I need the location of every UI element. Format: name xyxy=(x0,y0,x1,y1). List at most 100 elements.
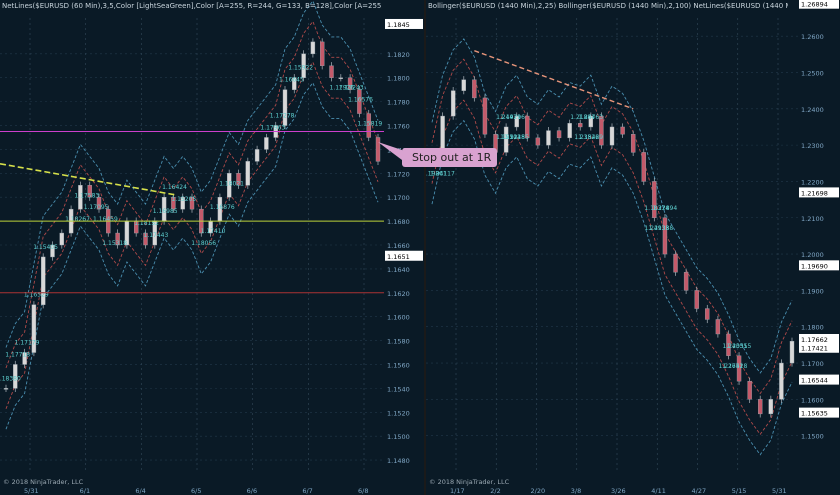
candle-body xyxy=(450,90,456,117)
candle-body xyxy=(461,79,466,91)
price-label: 1.19296 xyxy=(500,114,525,121)
price-label: 1.17095 xyxy=(84,204,109,211)
right-chart-svg[interactable]: 1.2600 1.2500 1.2400 1.2300 1.2200 1.2100 1.20… xyxy=(426,0,840,495)
price-box xyxy=(799,187,839,198)
candle-body xyxy=(226,173,232,198)
price-label: 1.18021 xyxy=(219,180,244,187)
left-chart-svg[interactable]: 1.18201.18001.17801.17601.17401.17201.17… xyxy=(0,0,424,495)
candle-body xyxy=(620,126,625,135)
x-tick-label: 5/15 xyxy=(732,487,747,495)
x-tick-label: 3/26 xyxy=(611,487,626,495)
price-label: 1.18056 xyxy=(191,240,216,247)
candle-body xyxy=(736,355,742,382)
price-label: 1.17963 xyxy=(260,124,285,131)
candle-body xyxy=(747,381,752,400)
candle-body xyxy=(236,173,241,186)
y-tick-label: 1.1480 xyxy=(387,457,410,465)
price-label: 1.19861 xyxy=(426,170,447,177)
candle-body xyxy=(758,399,763,415)
candle-body xyxy=(588,115,594,128)
x-tick-label: 6/8 xyxy=(358,487,368,495)
price-box-label: 1.1651 xyxy=(387,253,410,261)
y-tick-label: 1.2000 xyxy=(801,251,824,259)
candle-body xyxy=(715,319,721,335)
x-tick-label: 5/31 xyxy=(772,487,787,495)
right-chart-panel[interactable]: 1.2600 1.2500 1.2400 1.2300 1.2200 1.2100 1.20… xyxy=(426,0,840,495)
x-tick-label: 6/7 xyxy=(302,487,312,495)
price-box xyxy=(385,18,423,29)
y-tick-label: 1.2200 xyxy=(801,178,824,186)
y-tick-label: 1.1620 xyxy=(387,290,410,298)
price-label: 1.15922 xyxy=(288,65,313,72)
price-label: 1.17179 xyxy=(15,340,40,347)
y-tick-label: 1.1720 xyxy=(387,170,410,178)
y-tick-label: 1.1600 xyxy=(801,396,824,404)
candle-body xyxy=(578,123,583,128)
candle-body xyxy=(282,89,288,126)
candle-body xyxy=(641,152,646,182)
y-tick-label: 1.1540 xyxy=(387,385,410,393)
price-box-label: 1.15635 xyxy=(801,410,828,418)
candle-body xyxy=(245,161,251,186)
price-label: 1.15102 xyxy=(496,134,521,141)
price-label: 1.18267 xyxy=(65,216,90,223)
price-label: 1.24763 xyxy=(578,114,603,121)
left-chart-header: NetLines($EURUSD (60 Min),3,5,Color [Lig… xyxy=(2,2,382,10)
lower-band-outer xyxy=(431,119,793,456)
candle-body xyxy=(652,181,657,218)
candle-body xyxy=(683,272,689,291)
price-label: 1.22155 xyxy=(504,134,529,141)
panel-divider[interactable] xyxy=(424,0,426,495)
y-tick-label: 1.1760 xyxy=(387,123,410,131)
right-copyright: © 2018 NinjaTrader, LLC xyxy=(429,478,510,486)
price-label: 1.15205 xyxy=(171,196,196,203)
price-box-label: 1.26894 xyxy=(801,1,828,9)
price-box-label: 1.17421 xyxy=(801,345,828,353)
candle-body xyxy=(726,333,731,356)
candle-body xyxy=(779,362,784,400)
price-label: 1.22894 xyxy=(652,205,677,212)
price-box xyxy=(385,250,423,261)
candle-body xyxy=(472,79,477,99)
price-label: 1.18374 xyxy=(644,205,669,212)
y-tick-label: 1.1500 xyxy=(801,433,824,441)
candle-body xyxy=(768,399,774,415)
y-tick-label: 1.1800 xyxy=(387,75,410,83)
x-tick-label: 2/20 xyxy=(531,487,546,495)
price-box xyxy=(799,0,839,9)
x-tick-label: 4/11 xyxy=(651,487,666,495)
candle-body xyxy=(254,149,260,162)
candle-body xyxy=(301,53,306,78)
candle-body xyxy=(662,217,668,255)
candle-body xyxy=(503,126,509,153)
y-tick-label: 1.1580 xyxy=(387,338,410,346)
price-label: 1.17583 xyxy=(74,192,99,199)
y-tick-label: 1.1700 xyxy=(387,194,410,202)
x-tick-label: 6/4 xyxy=(135,487,145,495)
price-label: 1.24351 xyxy=(722,343,747,350)
candle-body xyxy=(292,77,297,90)
price-label: 1.25148 xyxy=(500,134,525,141)
x-tick-label: 6/5 xyxy=(191,487,201,495)
candle-body xyxy=(115,232,120,246)
price-label: 1.17718 xyxy=(5,351,30,358)
price-label: 1.22651 xyxy=(718,363,743,370)
upper-band-inner xyxy=(5,20,379,369)
candle-body xyxy=(143,232,148,246)
price-label: 1.17243 xyxy=(339,85,364,92)
left-chart-panel[interactable]: 1.18201.18001.17801.17601.17401.17201.17… xyxy=(0,0,424,495)
candle-body xyxy=(87,185,92,198)
y-tick-label: 1.2100 xyxy=(801,215,824,223)
candle-body xyxy=(264,137,269,150)
price-label: 1.17410 xyxy=(201,228,226,235)
price-box xyxy=(799,374,839,385)
price-label: 1.20355 xyxy=(726,343,751,350)
price-label: 1.16529 xyxy=(24,292,49,299)
price-label: 1.18429 xyxy=(578,134,603,141)
candle-body xyxy=(31,304,37,353)
stop-out-callout: Stop out at 1R xyxy=(402,148,498,167)
candle-body xyxy=(3,388,9,390)
candle-body xyxy=(705,308,710,320)
x-tick-label: 4/27 xyxy=(692,487,707,495)
candle-body xyxy=(171,197,176,210)
